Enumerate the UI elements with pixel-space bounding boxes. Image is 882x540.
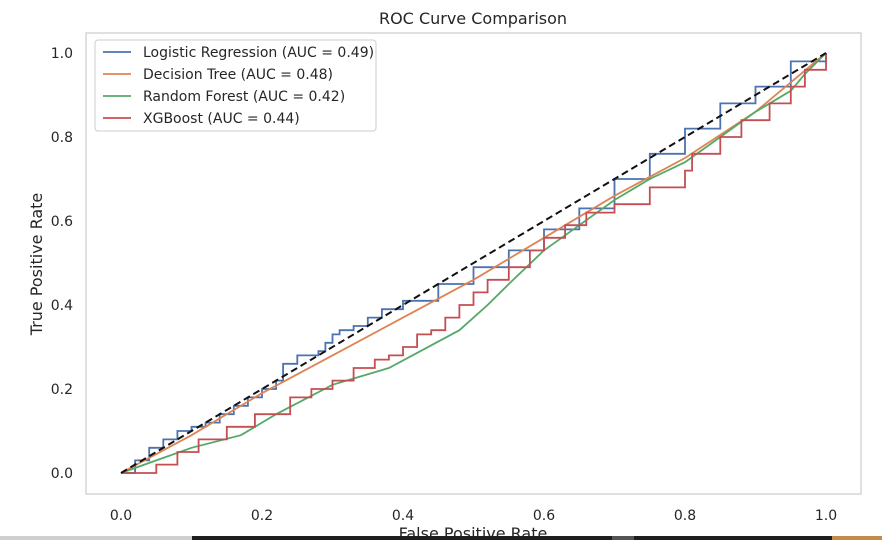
y-tick-label: 0.8 [51, 130, 73, 146]
y-axis-label: True Positive Rate [27, 193, 46, 337]
strip-accent [832, 536, 882, 540]
x-tick-label: 1.0 [815, 508, 837, 524]
legend: Logistic Regression (AUC = 0.49) Decision… [94, 39, 377, 132]
legend-label: Random Forest (AUC = 0.42) [143, 89, 345, 105]
series-line-4 [121, 53, 827, 474]
strip-light [0, 536, 192, 540]
series-layer [120, 52, 827, 474]
y-tick-label: 0.4 [51, 298, 73, 314]
y-tick-label: 0.0 [51, 466, 73, 482]
x-tick-label: 0.4 [392, 508, 414, 524]
legend-box [94, 39, 377, 132]
x-tick-label: 0.0 [110, 508, 132, 524]
bottom-window-strip [0, 536, 882, 540]
reference-diagonal-line [120, 52, 827, 474]
series-line-2 [120, 52, 827, 474]
x-tick-label: 0.2 [251, 508, 273, 524]
strip-dark [192, 536, 612, 540]
y-tick-label: 0.2 [51, 382, 73, 398]
legend-label: Decision Tree (AUC = 0.48) [143, 67, 333, 83]
y-tick-label: 0.6 [51, 214, 73, 230]
legend-label: XGBoost (AUC = 0.44) [143, 111, 300, 127]
x-tick-label: 0.6 [533, 508, 555, 524]
x-tick-label: 0.8 [674, 508, 696, 524]
y-tick-label: 1.0 [51, 46, 73, 62]
plot-frame [85, 32, 862, 495]
legend-label: Logistic Regression (AUC = 0.49) [143, 45, 374, 61]
chart-title: ROC Curve Comparison [379, 9, 567, 28]
axis-ticks: 0.0 0.2 0.4 0.6 0.8 1.0 0.0 0.2 0.4 0.6 0.8 1.0 [51, 46, 837, 524]
strip-grey [612, 536, 634, 540]
strip-dark-2 [634, 536, 832, 540]
